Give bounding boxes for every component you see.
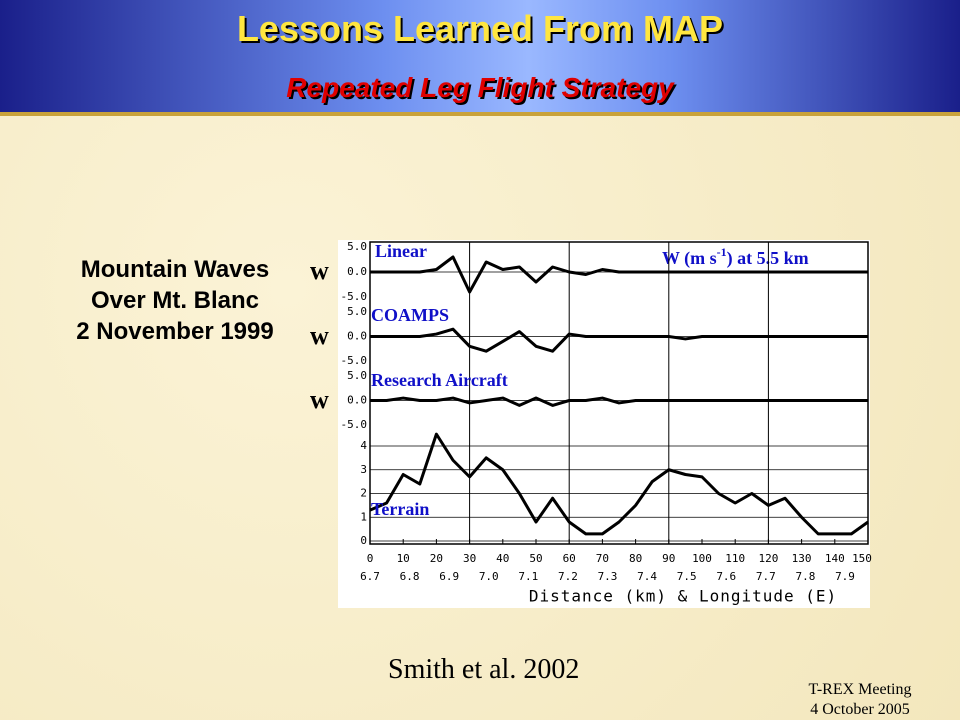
lon-label: 6.8 bbox=[400, 570, 420, 583]
lon-label: 7.8 bbox=[795, 570, 815, 583]
y-tick-label: 5.0 bbox=[347, 305, 367, 318]
subtitle: Repeated Leg Flight Strategy bbox=[286, 72, 674, 103]
y-tick-label: 5.0 bbox=[347, 369, 367, 382]
y-tick-label: -5.0 bbox=[341, 418, 368, 431]
y-tick-label: 0.0 bbox=[347, 394, 367, 407]
x-tick-label: 20 bbox=[430, 552, 443, 565]
lon-label: 7.1 bbox=[518, 570, 538, 583]
y-tick-label: 0.0 bbox=[347, 265, 367, 278]
data-line bbox=[370, 396, 868, 407]
w-label: w bbox=[310, 256, 329, 285]
lon-label: 6.9 bbox=[439, 570, 459, 583]
x-tick-label: 120 bbox=[758, 552, 778, 565]
lon-label: 7.4 bbox=[637, 570, 657, 583]
y-tick-label: 0 bbox=[360, 534, 367, 547]
lon-label: 6.7 bbox=[360, 570, 380, 583]
panel-label: Terrain bbox=[371, 499, 429, 519]
plot-frame bbox=[369, 241, 869, 545]
caption: Mountain Waves Over Mt. Blanc 2 November… bbox=[50, 254, 300, 347]
x-tick-label: 30 bbox=[463, 552, 476, 565]
x-tick-label: 40 bbox=[496, 552, 509, 565]
header: Lessons Learned From MAP Repeated Leg Fl… bbox=[0, 0, 960, 116]
lon-label: 7.9 bbox=[835, 570, 855, 583]
y-tick-label: -5.0 bbox=[341, 354, 368, 367]
data-line bbox=[369, 432, 869, 536]
footer: T-REX Meeting 4 October 2005 bbox=[780, 680, 940, 720]
data-line bbox=[370, 255, 868, 294]
citation: Smith et al. 2002 bbox=[388, 654, 580, 685]
x-axis-label: Distance (km) & Longitude (E) bbox=[529, 587, 837, 606]
w-label: w bbox=[310, 385, 329, 414]
x-tick-label: 110 bbox=[725, 552, 745, 565]
x-tick-label: 10 bbox=[397, 552, 410, 565]
x-tick-label: 140 bbox=[825, 552, 845, 565]
lon-label: 7.6 bbox=[716, 570, 736, 583]
y-tick-label: 1 bbox=[360, 510, 367, 523]
lon-label: 7.7 bbox=[756, 570, 776, 583]
lon-label: 7.0 bbox=[479, 570, 499, 583]
x-tick-label: 130 bbox=[792, 552, 812, 565]
caption-line: 2 November 1999 bbox=[76, 318, 274, 345]
w-label: w bbox=[310, 321, 329, 350]
y-tick-label: -5.0 bbox=[341, 290, 368, 303]
y-tick-label: 5.0 bbox=[347, 240, 367, 253]
x-tick-label: 60 bbox=[563, 552, 576, 565]
x-tick-label: 70 bbox=[596, 552, 609, 565]
footer-line: 4 October 2005 bbox=[810, 701, 910, 718]
lon-label: 7.5 bbox=[677, 570, 697, 583]
figure-background bbox=[338, 240, 870, 608]
caption-line: Mountain Waves bbox=[80, 256, 270, 283]
y-tick-label: 2 bbox=[360, 487, 367, 500]
y-tick-label: 4 bbox=[360, 439, 367, 452]
x-tick-label: 100 bbox=[692, 552, 712, 565]
panel-label: Linear bbox=[375, 241, 427, 261]
lon-label: 7.3 bbox=[598, 570, 618, 583]
x-tick-label: 90 bbox=[662, 552, 675, 565]
panel-label: COAMPS bbox=[371, 305, 449, 325]
footer-line: T-REX Meeting bbox=[808, 681, 912, 698]
y-tick-label: 3 bbox=[360, 463, 367, 476]
x-tick-label: 80 bbox=[629, 552, 642, 565]
panel-label: Research Aircraft bbox=[371, 370, 508, 390]
caption-line: Over Mt. Blanc bbox=[90, 287, 260, 314]
lon-label: 7.2 bbox=[558, 570, 578, 583]
x-tick-label: 0 bbox=[367, 552, 374, 565]
field-label: W (m s-1) at 5.5 km bbox=[662, 245, 809, 269]
title: Lessons Learned From MAP bbox=[236, 8, 724, 49]
y-tick-label: 0.0 bbox=[347, 330, 367, 343]
x-tick-label: 150 bbox=[852, 552, 872, 565]
x-tick-label: 50 bbox=[529, 552, 542, 565]
data-line bbox=[370, 327, 868, 353]
